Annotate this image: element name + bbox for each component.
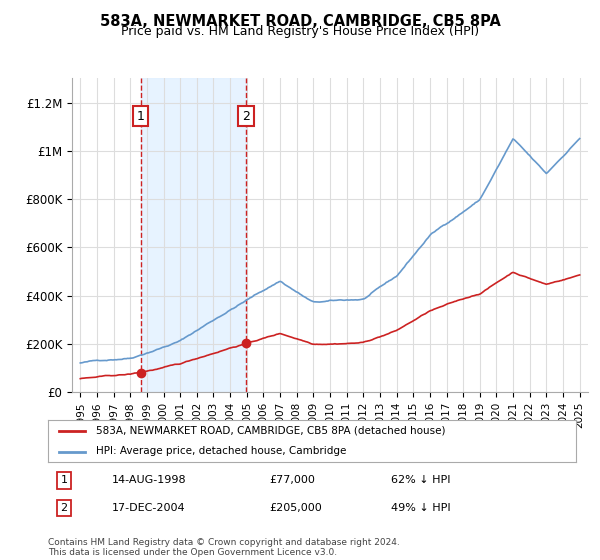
Text: 583A, NEWMARKET ROAD, CAMBRIDGE, CB5 8PA (detached house): 583A, NEWMARKET ROAD, CAMBRIDGE, CB5 8PA…: [95, 426, 445, 436]
Text: 583A, NEWMARKET ROAD, CAMBRIDGE, CB5 8PA: 583A, NEWMARKET ROAD, CAMBRIDGE, CB5 8PA: [100, 14, 500, 29]
Text: HPI: Average price, detached house, Cambridge: HPI: Average price, detached house, Camb…: [95, 446, 346, 456]
Text: £77,000: £77,000: [270, 475, 316, 485]
Text: 2: 2: [242, 110, 250, 123]
Text: 14-AUG-1998: 14-AUG-1998: [112, 475, 186, 485]
Text: Price paid vs. HM Land Registry's House Price Index (HPI): Price paid vs. HM Land Registry's House …: [121, 25, 479, 38]
Text: 62% ↓ HPI: 62% ↓ HPI: [391, 475, 451, 485]
Bar: [140, 78, 246, 392]
Text: 17-DEC-2004: 17-DEC-2004: [112, 503, 185, 513]
Text: Contains HM Land Registry data © Crown copyright and database right 2024.
This d: Contains HM Land Registry data © Crown c…: [48, 538, 400, 557]
Text: 1: 1: [61, 475, 67, 485]
Text: 1: 1: [137, 110, 145, 123]
Text: 49% ↓ HPI: 49% ↓ HPI: [391, 503, 451, 513]
Text: 2: 2: [60, 503, 67, 513]
Text: £205,000: £205,000: [270, 503, 323, 513]
